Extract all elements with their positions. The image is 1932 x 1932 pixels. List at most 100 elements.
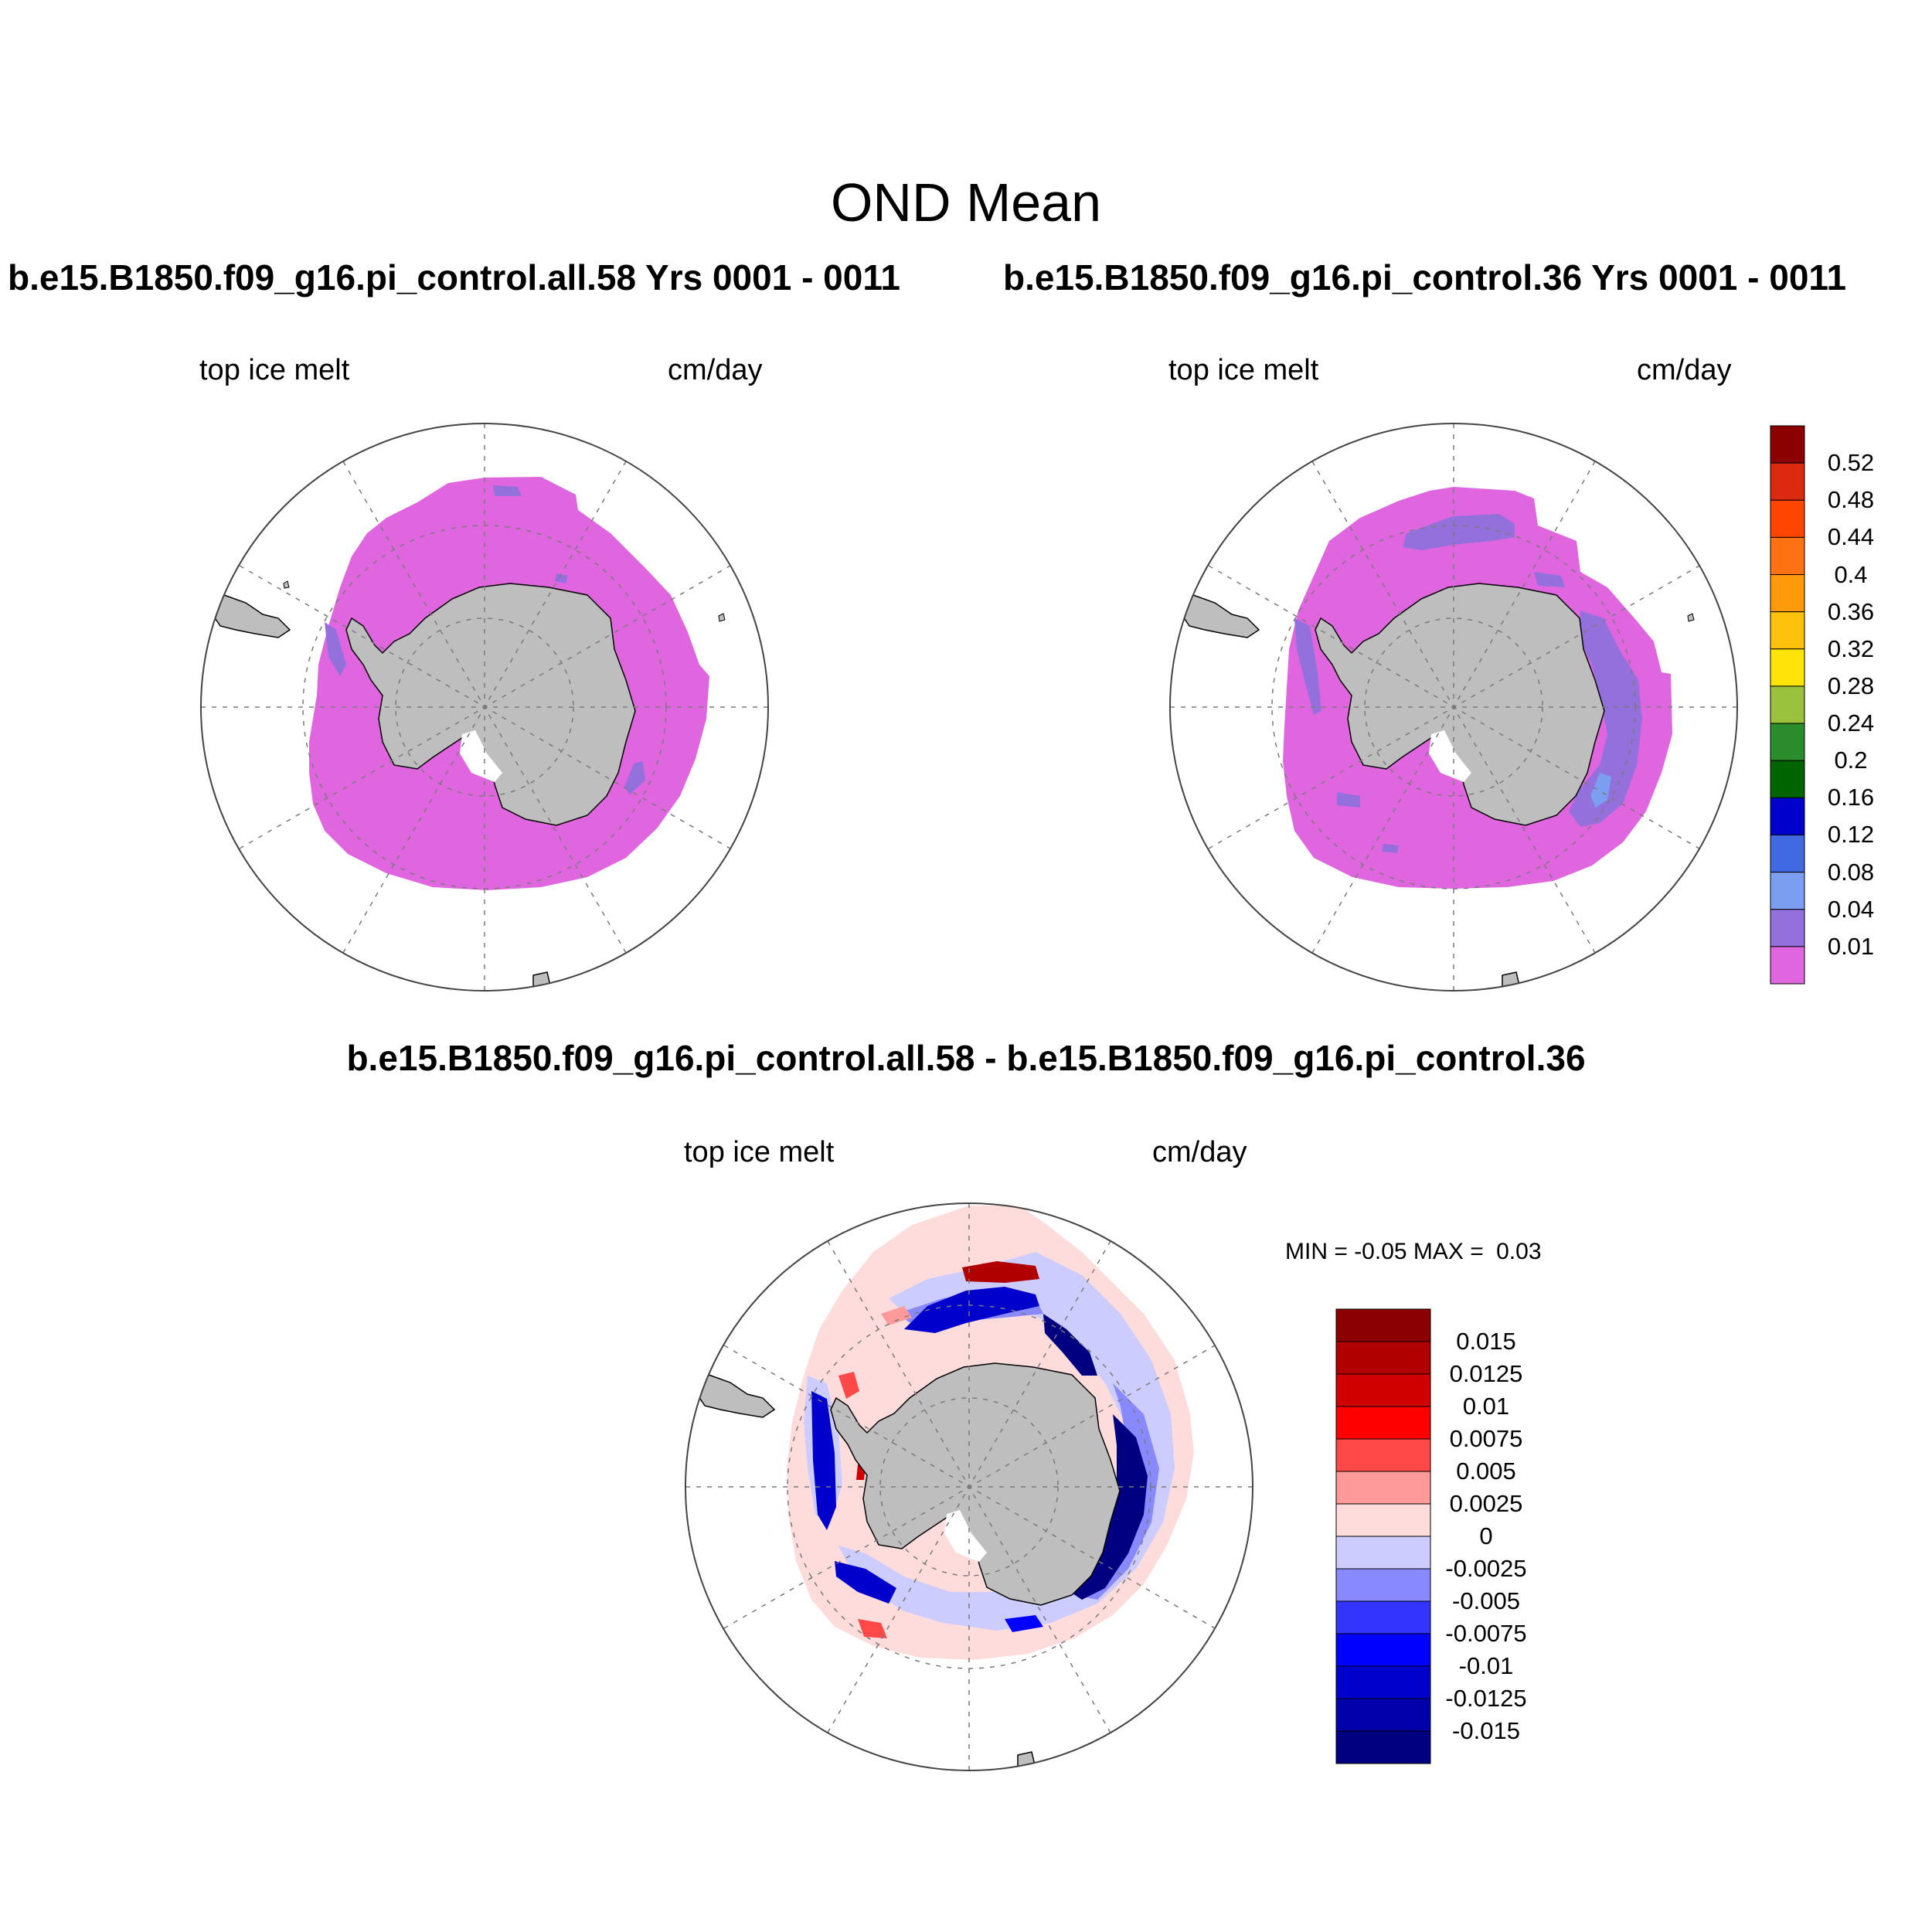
min-label: MIN = bbox=[1285, 1239, 1355, 1264]
colorbar-tick-label: 0.48 bbox=[1827, 486, 1875, 514]
difference-polar-map bbox=[696, 1206, 1194, 1770]
colorbar-tick-label: 0.16 bbox=[1827, 784, 1875, 811]
colorbar-tick-label: 0.01 bbox=[1827, 932, 1875, 960]
colorbar-swatch bbox=[1770, 685, 1805, 724]
colorbar-tick-label: 0 bbox=[1479, 1522, 1493, 1549]
colorbar-swatch bbox=[1770, 611, 1805, 650]
diff-field-negative-dark bbox=[811, 1391, 836, 1530]
island-land bbox=[1687, 613, 1695, 622]
colorbar-swatch bbox=[1335, 1698, 1431, 1732]
colorbar-swatch bbox=[1770, 723, 1805, 761]
island-land bbox=[718, 613, 726, 622]
island-land bbox=[283, 580, 290, 589]
colorbar-tick-label: 0.0125 bbox=[1449, 1360, 1523, 1387]
colorbar-tick-label: 0.01 bbox=[1462, 1393, 1510, 1420]
right-melt-patch bbox=[1590, 773, 1611, 808]
colorbar-tick-label: -0.01 bbox=[1458, 1652, 1514, 1679]
right-melt-patch bbox=[1337, 792, 1360, 808]
colorbar-tick-label: 0.0075 bbox=[1449, 1425, 1523, 1452]
colorbar-swatch bbox=[1770, 499, 1805, 538]
colorbar-tick-label: 0.52 bbox=[1827, 449, 1875, 477]
south-america-land bbox=[212, 594, 291, 638]
min-max-readout: MIN = -0.05 MAX = 0.03 bbox=[1285, 1239, 1542, 1265]
diff-variable-label: top ice melt bbox=[684, 1136, 835, 1168]
left-polar-map bbox=[212, 477, 726, 990]
left-variable-label: top ice melt bbox=[199, 354, 350, 386]
diff-field-positive-mid bbox=[838, 1372, 859, 1399]
min-value: -0.05 bbox=[1354, 1239, 1407, 1264]
diff-field-negative-dark bbox=[1043, 1314, 1097, 1376]
colorbar-swatch bbox=[1335, 1438, 1431, 1472]
right-melt-patch bbox=[1569, 611, 1642, 827]
south-america-land bbox=[696, 1374, 776, 1418]
diff-map-gridlines bbox=[685, 1203, 1253, 1770]
colorbar-swatch bbox=[1770, 909, 1805, 947]
colorbar-swatch bbox=[1335, 1633, 1431, 1667]
colorbar-swatch bbox=[1335, 1503, 1431, 1537]
colorbar-tick-label: 0.44 bbox=[1827, 523, 1875, 551]
right-map-gridlines bbox=[1170, 423, 1737, 991]
colorbar-tick-label: 0.015 bbox=[1456, 1328, 1516, 1355]
right-melt-patch bbox=[1294, 618, 1321, 715]
diff-field-negative-dark bbox=[1005, 1615, 1043, 1632]
diff-field-positive-mid bbox=[881, 1306, 912, 1325]
colorbar-swatch bbox=[1335, 1373, 1431, 1407]
ross-ice-shelf-gap bbox=[1429, 730, 1471, 782]
colorbar-tick-label: 0.24 bbox=[1827, 709, 1875, 737]
colorbar-swatch bbox=[1335, 1568, 1431, 1602]
diff-units-label: cm/day bbox=[1152, 1136, 1247, 1168]
right-panel-title: b.e15.B1850.f09_g16.pi_control.36 Yrs 00… bbox=[1003, 257, 1847, 298]
colorbar-tick-label: 0.0025 bbox=[1449, 1490, 1523, 1517]
diff-field-negative-mid bbox=[1078, 1383, 1159, 1600]
right-units-label: cm/day bbox=[1637, 354, 1732, 386]
diff-colorbar bbox=[1335, 1308, 1431, 1764]
colorbar-tick-label: 0.005 bbox=[1456, 1458, 1516, 1485]
colorbar-tick-label: 0.08 bbox=[1827, 858, 1875, 886]
colorbar-swatch bbox=[1335, 1730, 1431, 1764]
colorbar-swatch bbox=[1335, 1600, 1431, 1634]
colorbar-swatch bbox=[1335, 1536, 1431, 1570]
diff-field-negative-dark bbox=[904, 1287, 1039, 1333]
left-map-gridlines bbox=[201, 423, 768, 991]
colorbar-tick-label: -0.015 bbox=[1452, 1717, 1520, 1744]
right-melt-patch bbox=[1403, 514, 1515, 550]
diff-field-positive-mid bbox=[858, 1619, 887, 1638]
colorbar-tick-label: -0.0125 bbox=[1445, 1685, 1527, 1712]
diff-field-negative-dark bbox=[835, 1561, 896, 1604]
colorbar-swatch bbox=[1770, 536, 1805, 576]
colorbar-swatch bbox=[1770, 834, 1805, 873]
colorbar-tick-label: 0.12 bbox=[1827, 821, 1875, 849]
colorbar-swatch bbox=[1335, 1665, 1431, 1699]
colorbar-tick-label: -0.0025 bbox=[1445, 1555, 1527, 1582]
colorbar-tick-label: 0.2 bbox=[1834, 747, 1868, 774]
left-melt-patch bbox=[493, 485, 522, 496]
max-value: 0.03 bbox=[1496, 1239, 1542, 1264]
ross-ice-shelf-gap bbox=[460, 730, 502, 782]
colorbar-tick-label: 0.28 bbox=[1827, 672, 1875, 699]
colorbar-swatch bbox=[1770, 425, 1805, 464]
colorbar-tick-label: -0.005 bbox=[1452, 1587, 1520, 1614]
colorbar-swatch bbox=[1770, 797, 1805, 835]
colorbar-tick-label: 0.04 bbox=[1827, 895, 1875, 923]
colorbar-tick-label: 0.32 bbox=[1827, 634, 1875, 662]
left-melt-patch bbox=[555, 573, 568, 583]
colorbar-swatch bbox=[1335, 1406, 1431, 1440]
right-melt-patch bbox=[1382, 844, 1399, 853]
colorbar-swatch bbox=[1770, 574, 1805, 613]
colorbar-tick-label: 0.4 bbox=[1834, 560, 1868, 588]
left-map-boundary bbox=[200, 423, 769, 992]
figure-title: OND Mean bbox=[830, 172, 1102, 233]
max-label: MAX = bbox=[1413, 1239, 1491, 1264]
left-units-label: cm/day bbox=[668, 354, 763, 386]
diff-field-positive-dark bbox=[962, 1261, 1039, 1283]
diff-field-negative-light bbox=[838, 1252, 1175, 1631]
diff-map-boundary bbox=[685, 1202, 1253, 1771]
colorbar-swatch bbox=[1335, 1308, 1431, 1342]
colorbar-swatch bbox=[1770, 648, 1805, 687]
diff-field-negative-dark bbox=[1070, 1414, 1148, 1600]
ross-ice-shelf-gap bbox=[944, 1510, 987, 1562]
colorbar-swatch bbox=[1335, 1471, 1431, 1505]
right-map-boundary bbox=[1169, 423, 1738, 992]
top-colorbar bbox=[1770, 425, 1805, 985]
